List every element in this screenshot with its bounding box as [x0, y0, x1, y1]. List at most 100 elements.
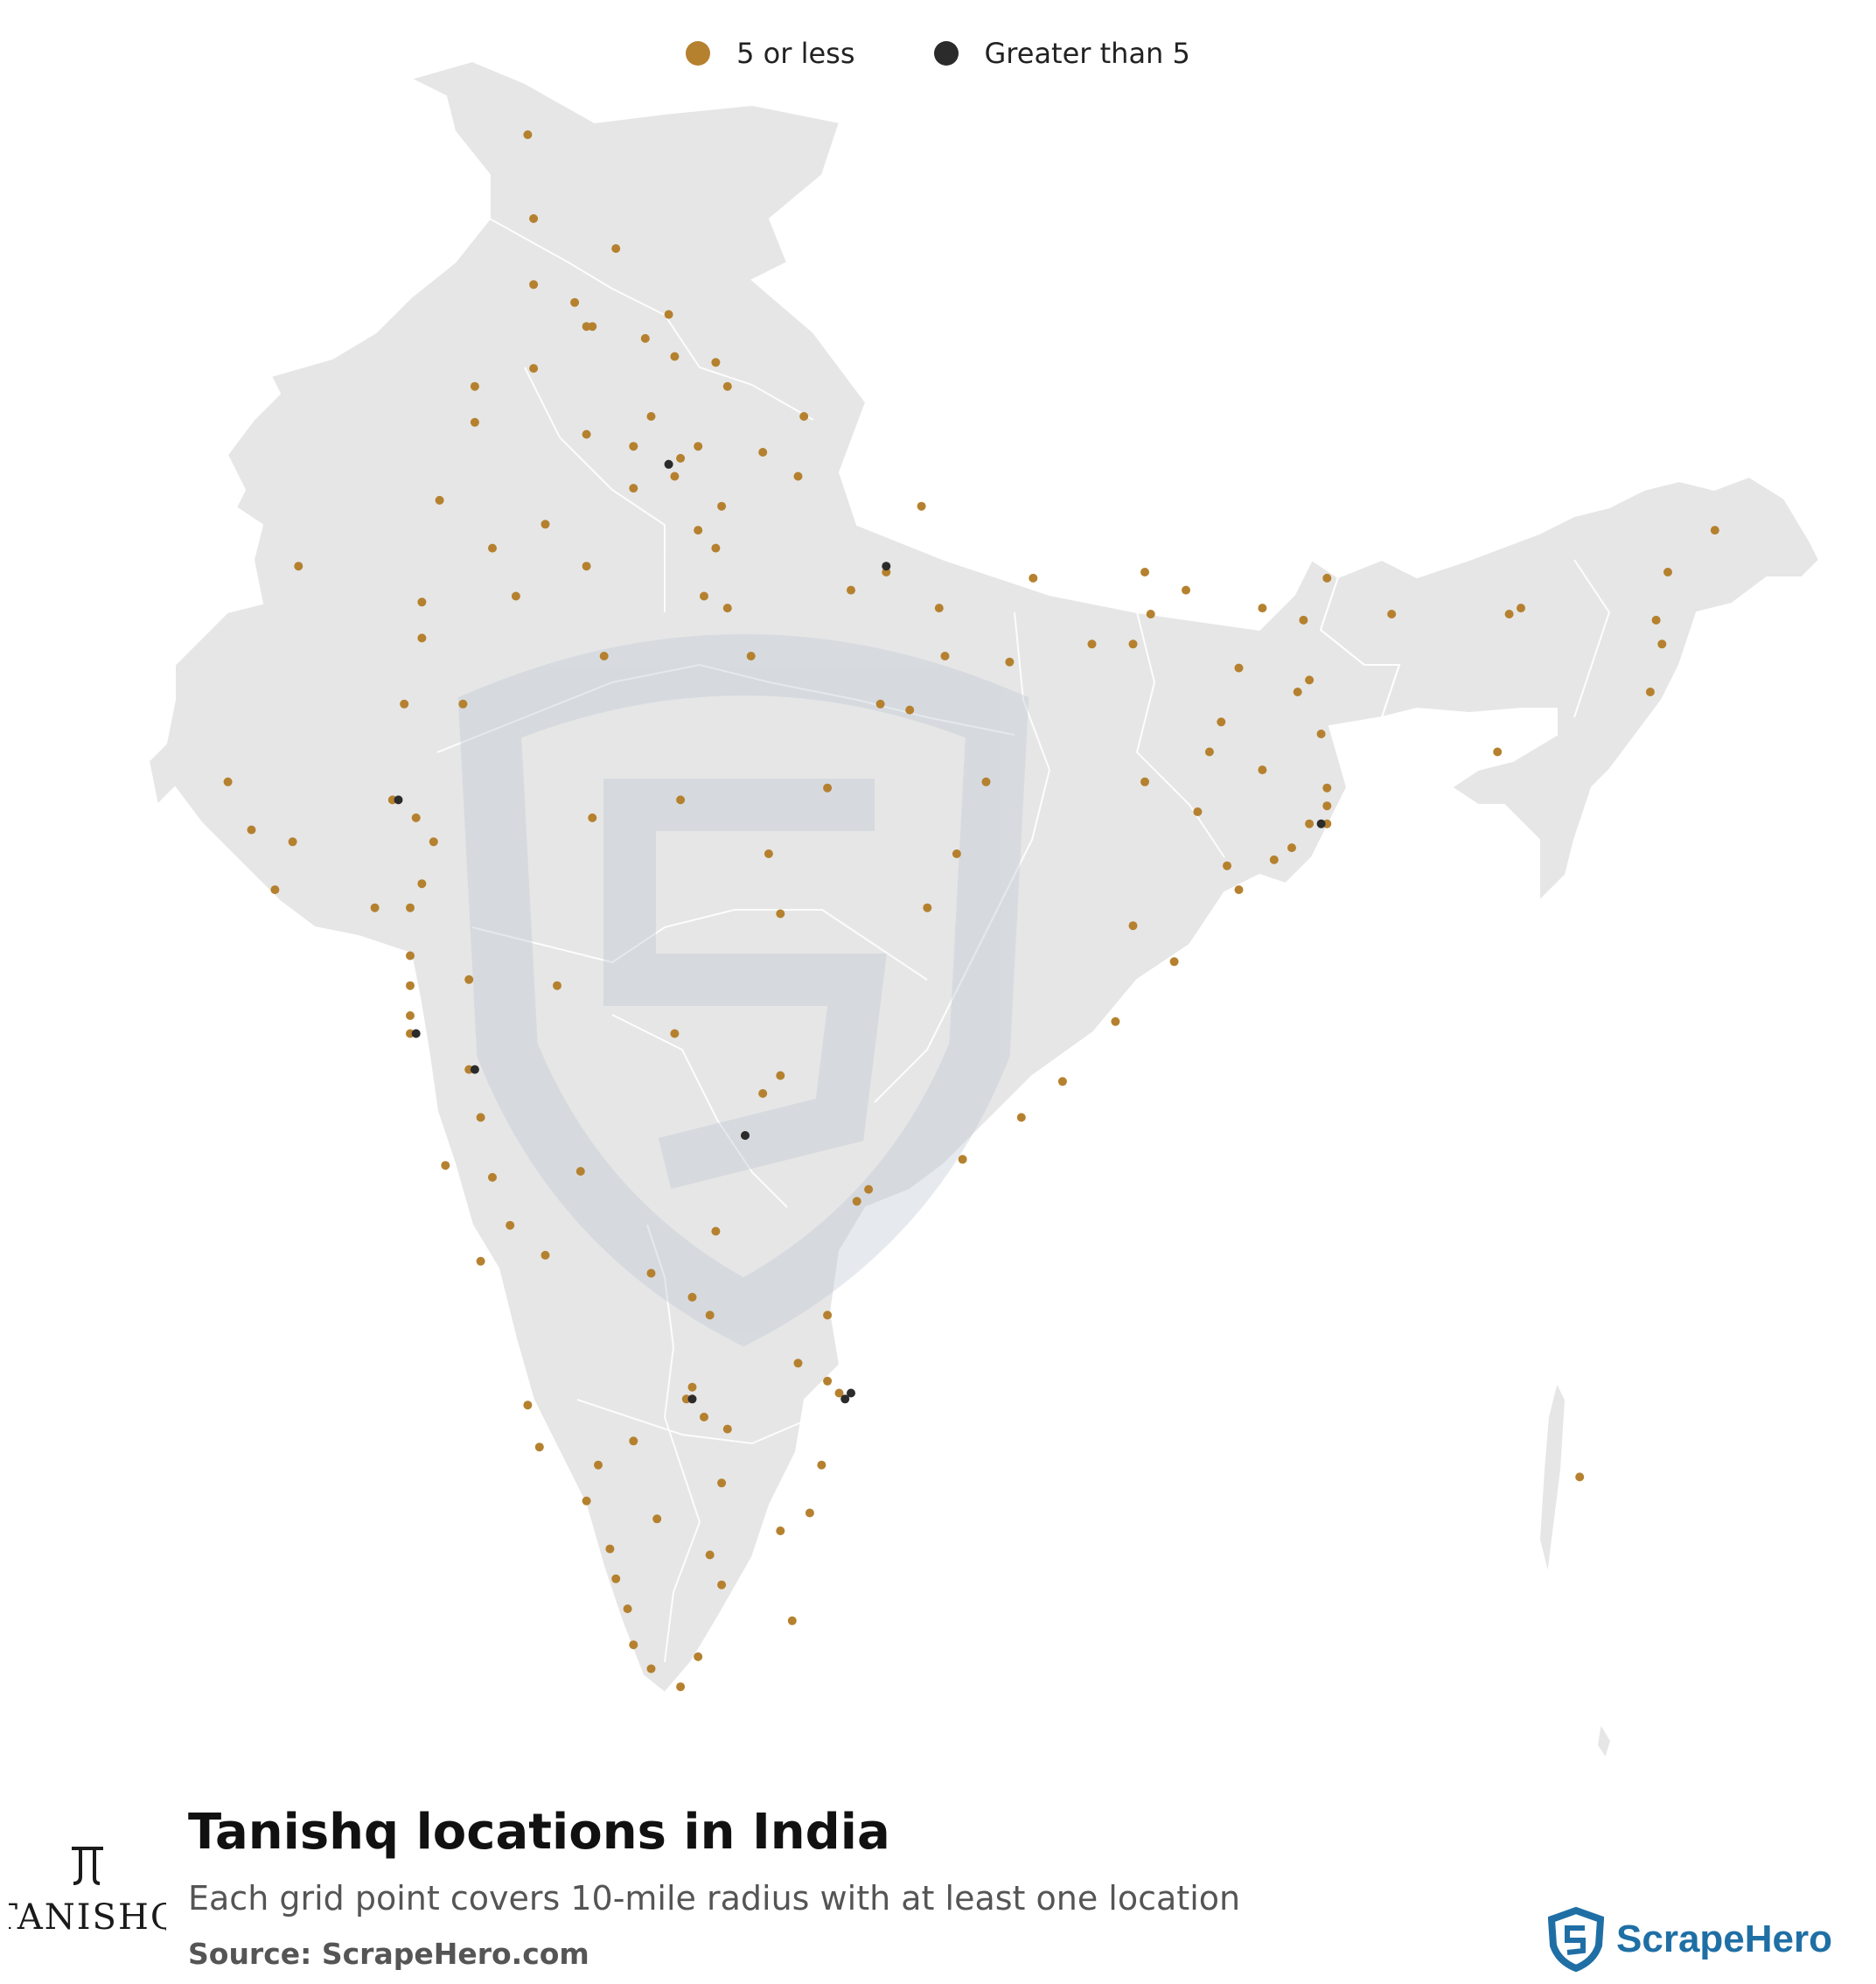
location-point-small: [823, 1310, 833, 1320]
state-border-line: [646, 1224, 701, 1663]
location-point-small: [1657, 639, 1667, 649]
location-point-small: [247, 825, 256, 835]
location-point-small: [1258, 765, 1267, 775]
location-point-small: [611, 1574, 621, 1583]
location-point-small: [1663, 568, 1672, 576]
location-point-small: [1645, 688, 1655, 696]
location-point-small: [705, 1310, 715, 1320]
location-point-small: [1140, 568, 1149, 576]
location-point-small: [664, 310, 673, 319]
location-point-small: [793, 472, 803, 481]
location-point-small: [758, 1089, 768, 1098]
location-point-small: [582, 1496, 591, 1505]
location-point-small: [722, 1424, 732, 1434]
location-point-small: [1269, 855, 1279, 864]
legend-item-small: 5 or less: [686, 37, 855, 70]
location-point-small: [834, 1388, 844, 1398]
location-point-small: [1322, 801, 1332, 811]
location-point-small: [805, 1508, 814, 1518]
location-point-small: [570, 297, 580, 307]
location-point-small: [776, 1526, 785, 1535]
location-point-small: [623, 1604, 632, 1614]
location-point-small: [458, 699, 468, 709]
location-point-small: [406, 981, 415, 990]
location-point-small: [1517, 604, 1525, 613]
location-point-small: [646, 412, 656, 421]
location-point-small: [776, 1071, 785, 1080]
location-point-small: [529, 213, 539, 223]
location-point-small: [488, 1172, 497, 1182]
location-point-large: [470, 1065, 479, 1074]
location-point-large: [687, 1394, 697, 1404]
location-point-small: [400, 699, 409, 709]
state-border-line: [1573, 559, 1611, 718]
location-point-small: [511, 591, 520, 601]
state-border-line: [524, 367, 666, 612]
location-point-small: [793, 1359, 803, 1368]
location-point-small: [629, 1436, 638, 1446]
location-point-small: [223, 777, 233, 786]
legend-item-large: Greater than 5: [933, 37, 1190, 70]
tanishq-logo: TANISHQ: [0, 1833, 179, 1946]
location-point-small: [629, 1640, 638, 1650]
location-point-small: [1322, 783, 1332, 793]
location-point-small: [523, 130, 533, 139]
location-point-small: [694, 526, 703, 535]
location-point-small: [629, 442, 638, 451]
location-point-small: [711, 543, 721, 553]
location-point-small: [470, 417, 479, 427]
location-point-small: [787, 1616, 797, 1625]
location-point-small: [823, 783, 833, 793]
location-point-small: [640, 333, 650, 343]
location-point-small: [1182, 585, 1190, 595]
location-point-small: [1223, 861, 1231, 870]
location-point-small: [694, 1652, 703, 1661]
location-point-small: [694, 442, 703, 451]
location-point-large: [847, 1388, 855, 1398]
location-point-small: [406, 903, 415, 912]
state-border-line: [1135, 611, 1225, 858]
location-point-small: [582, 430, 591, 439]
location-point-small: [270, 885, 280, 895]
location-point-small: [676, 453, 686, 463]
location-point-small: [406, 951, 415, 961]
location-point-small: [1387, 610, 1397, 618]
location-point-small: [700, 1412, 708, 1422]
location-point-small: [746, 652, 756, 660]
location-point-small: [529, 364, 539, 374]
location-point-small: [1005, 657, 1015, 667]
location-point-small: [605, 1544, 615, 1554]
location-point-small: [758, 448, 768, 457]
location-point-small: [1140, 777, 1149, 786]
location-point-small: [611, 244, 621, 254]
location-point-small: [582, 562, 591, 571]
location-point-small: [1575, 1472, 1585, 1482]
location-point-large: [1316, 819, 1326, 828]
location-point-small: [417, 633, 427, 643]
location-point-large: [394, 795, 403, 805]
location-point-small: [687, 1382, 697, 1392]
location-point-small: [406, 1011, 415, 1020]
location-point-small: [417, 597, 427, 607]
location-point-small: [470, 381, 479, 391]
northeast-outline: [1319, 475, 1821, 904]
location-point-small: [476, 1113, 485, 1122]
location-point-small: [1217, 717, 1226, 727]
state-border-line: [874, 611, 1051, 1103]
location-point-small: [717, 501, 727, 511]
location-point-small: [594, 1460, 603, 1470]
location-point-small: [940, 652, 950, 660]
location-point-small: [488, 543, 497, 553]
location-point-small: [464, 975, 474, 984]
location-point-small: [1651, 615, 1661, 625]
location-point-small: [817, 1460, 826, 1470]
location-point-small: [429, 837, 438, 847]
nicobar-islands: [1595, 1721, 1613, 1761]
source-text: Source: ScrapeHero.com: [188, 1937, 589, 1971]
location-point-small: [1258, 604, 1267, 613]
location-point-small: [1299, 615, 1308, 625]
location-point-small: [711, 1226, 721, 1236]
india-landmass: [147, 59, 1821, 1761]
location-point-small: [476, 1256, 485, 1266]
location-point-large: [882, 562, 891, 571]
